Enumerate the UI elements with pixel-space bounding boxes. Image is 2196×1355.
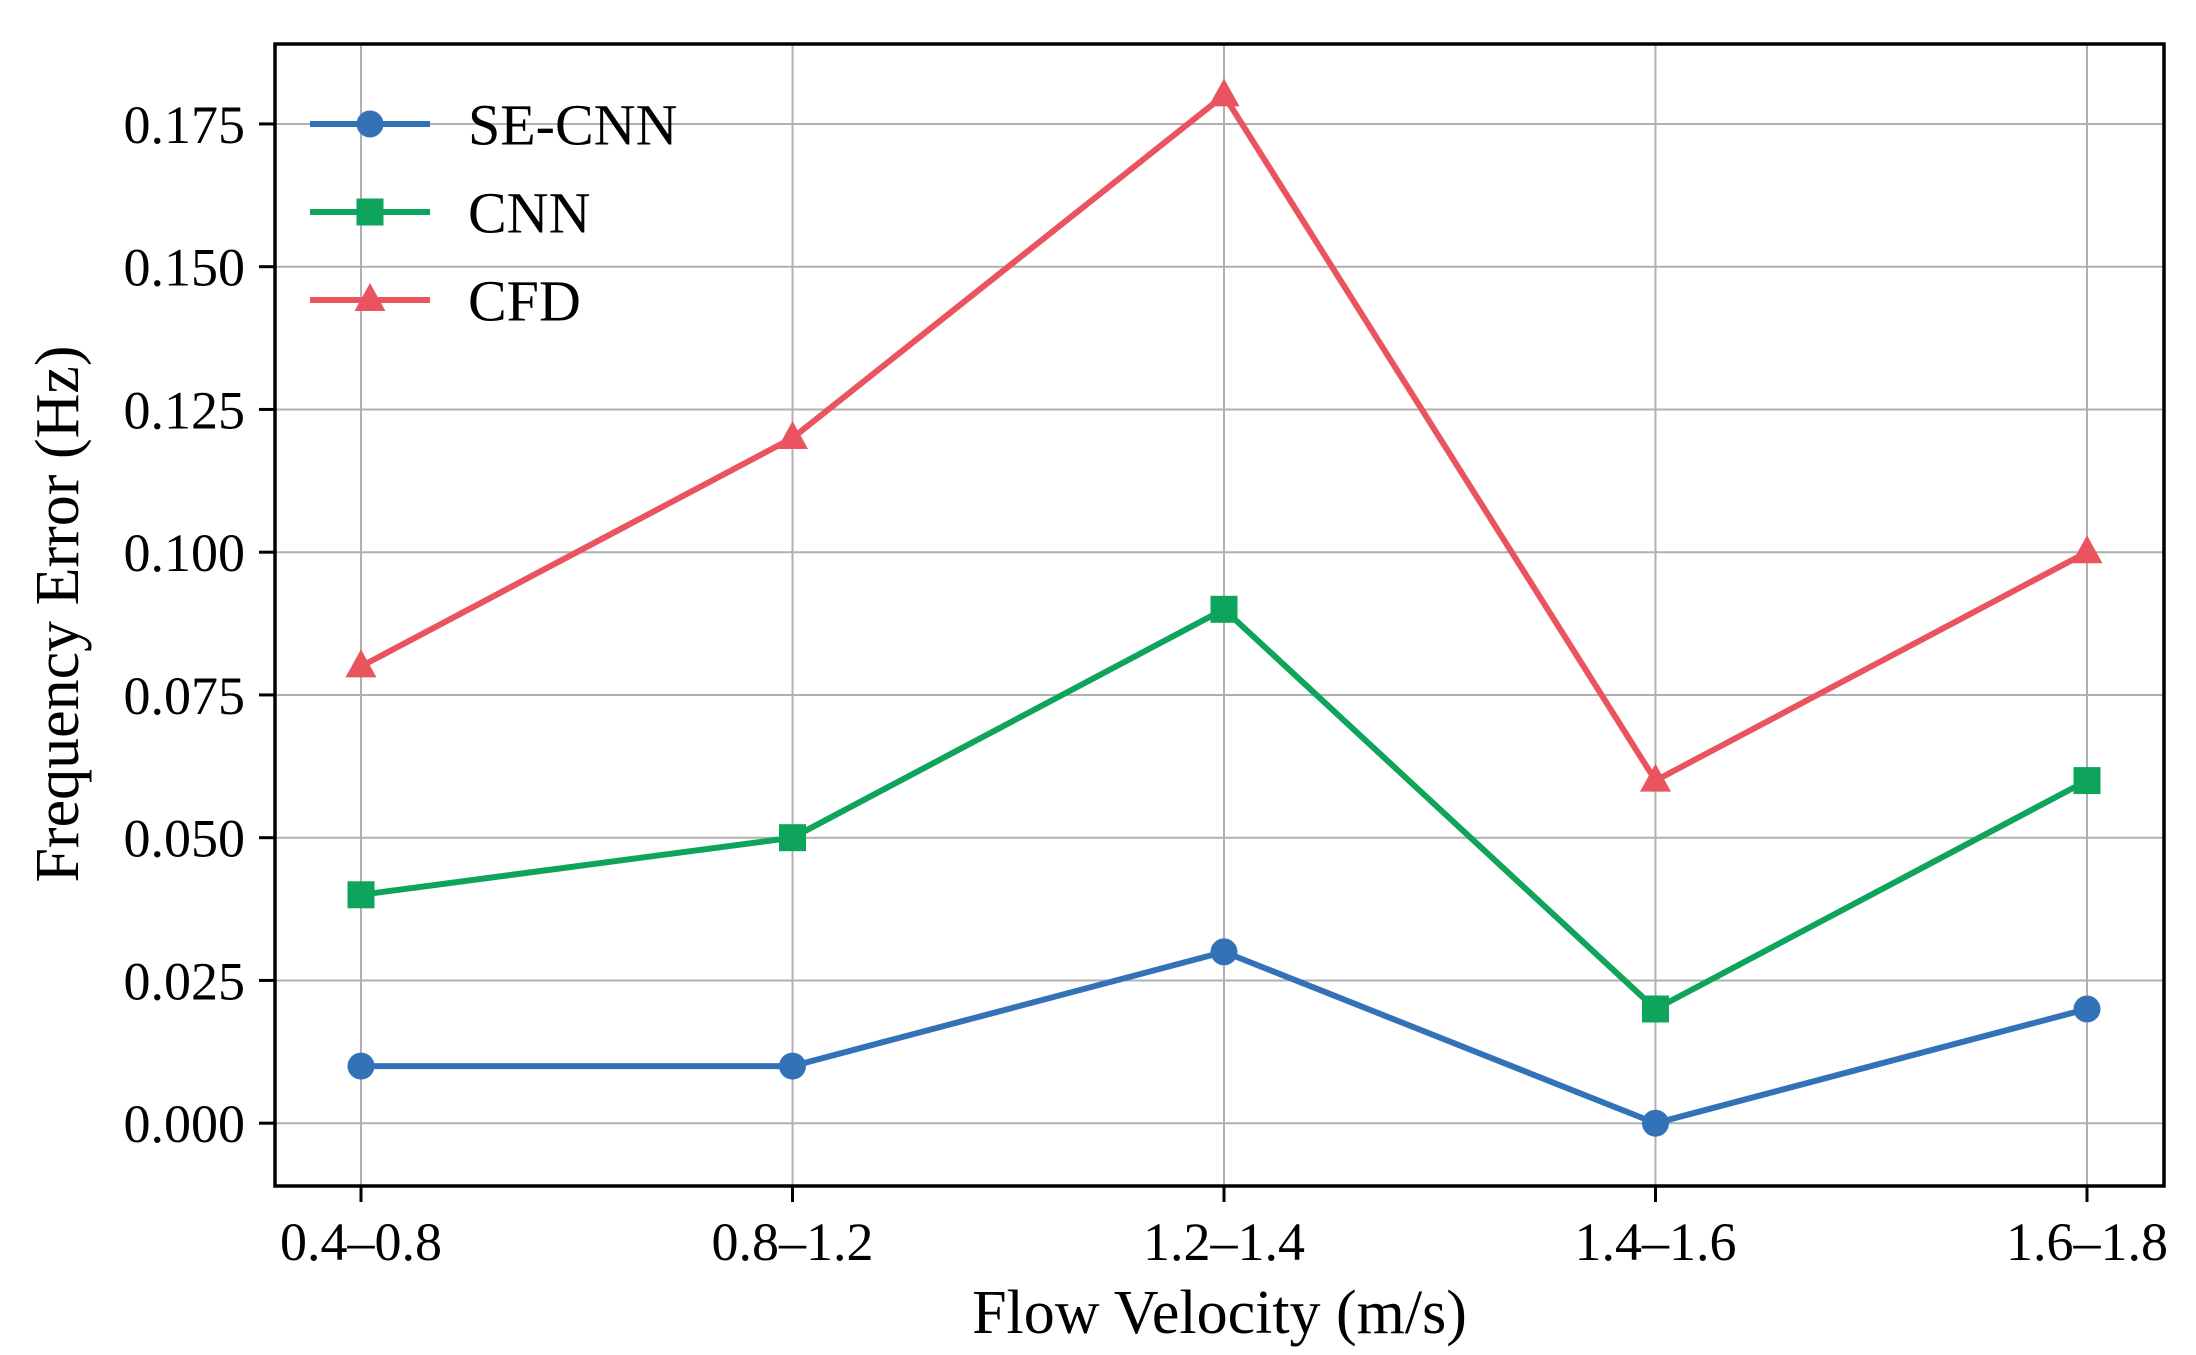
legend-marker-cfd: [354, 283, 386, 311]
data-point-cnn-3: [1642, 995, 1669, 1023]
legend-label-cnn: CNN: [468, 180, 590, 245]
x-tick-label: 0.4–0.8: [280, 1212, 442, 1272]
y-tick-label: 0.050: [124, 809, 246, 869]
data-point-cfd-4: [2071, 535, 2103, 564]
data-point-se-cnn-2: [1210, 938, 1238, 966]
x-tick-label: 0.8–1.2: [712, 1212, 874, 1272]
legend-marker-cnn: [356, 198, 384, 226]
y-tick-label: 0.175: [124, 95, 246, 155]
x-tick-label: 1.6–1.8: [2006, 1212, 2168, 1272]
legend-label-se-cnn: SE-CNN: [468, 92, 677, 157]
data-point-se-cnn-0: [347, 1052, 375, 1080]
data-point-cnn-4: [2073, 767, 2101, 795]
data-point-cnn-0: [347, 881, 375, 909]
data-point-cnn-1: [779, 824, 806, 852]
data-point-se-cnn-4: [2073, 995, 2101, 1023]
legend-label-cfd: CFD: [468, 268, 581, 333]
x-tick-label: 1.2–1.4: [1143, 1212, 1305, 1272]
data-point-se-cnn-1: [779, 1052, 806, 1080]
data-point-cnn-2: [1210, 595, 1238, 623]
plot-frame: [273, 42, 2166, 1188]
data-point-cfd-3: [1640, 763, 1671, 792]
y-tick-label: 0.150: [124, 238, 246, 298]
y-tick-label: 0.000: [124, 1094, 246, 1154]
legend-marker-se-cnn: [356, 110, 384, 138]
y-tick-label: 0.100: [124, 523, 246, 583]
y-axis-title: Frequency Error (Hz): [24, 345, 92, 883]
y-tick-label: 0.025: [124, 951, 246, 1011]
data-point-cfd-0: [345, 649, 377, 678]
data-point-cfd-2: [1208, 78, 1240, 107]
data-point-cfd-1: [777, 420, 808, 449]
y-tick-label: 0.075: [124, 666, 246, 726]
x-tick-label: 1.4–1.6: [1575, 1212, 1737, 1272]
y-tick-label: 0.125: [124, 380, 246, 440]
x-axis-title: Flow Velocity (m/s): [972, 1279, 1467, 1347]
data-point-se-cnn-3: [1642, 1109, 1669, 1137]
